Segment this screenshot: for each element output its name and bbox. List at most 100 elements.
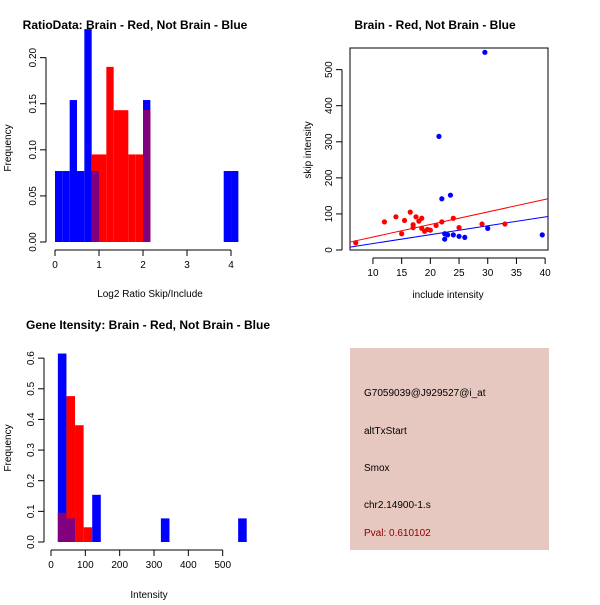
intensity-hist-bar-brain — [66, 396, 76, 542]
scatter-y-tick-label: 300 — [324, 133, 335, 150]
scatter-point-brain — [353, 240, 359, 246]
ratio-hist-bar-notbrain — [55, 171, 63, 242]
scatter-point-brain — [410, 225, 416, 231]
scatter-plot-box — [349, 47, 549, 251]
scatter-point-notbrain — [447, 192, 454, 198]
ratio-hist-x-tick-label: 0 — [52, 260, 58, 271]
intensity-hist-x-tick-label: 500 — [214, 560, 231, 571]
scatter-point-brain — [479, 221, 485, 227]
scatter-point-notbrain — [539, 232, 545, 238]
intensity-hist-y-tick-label: 0.6 — [26, 351, 37, 365]
intensity-histogram-title: Gene Itensity: Brain - Red, Not Brain - … — [26, 318, 270, 332]
gene-name: Smox — [364, 463, 390, 474]
ratio-histogram-xlabel: Log2 Ratio Skip/Include — [97, 289, 203, 300]
ratio-hist-bar-overlap — [143, 110, 151, 242]
info-box: G7059039@J929527@i_at altTxStart Smox ch… — [350, 348, 549, 550]
scatter-point-brain — [413, 214, 419, 220]
scatter-x-tick-label: 10 — [367, 268, 379, 279]
scatter-fit-line-notbrain — [349, 215, 549, 248]
scatter-x-tick-label: 20 — [425, 268, 437, 279]
intensity-hist-bar-brain — [75, 425, 84, 542]
ratio-hist-bar-brain — [99, 154, 107, 242]
event-type: altTxStart — [364, 426, 407, 437]
ratio-hist-bar-brain — [128, 154, 136, 242]
intensity-hist-bar-notbrain — [57, 353, 67, 542]
ratio-hist-y-tick-label: 0.05 — [28, 186, 39, 206]
genomic-location: chr2.14900-1.s — [364, 500, 431, 511]
ratio-hist-bar-notbrain — [69, 100, 78, 242]
scatter-point-brain — [407, 209, 413, 215]
intensity-hist-y-tick-label: 0.2 — [26, 473, 37, 487]
ratio-hist-bar-notbrain — [231, 171, 239, 242]
scatter-xlabel: include intensity — [412, 290, 483, 301]
scatter-point-notbrain — [462, 234, 468, 240]
ratio-hist-y-tick-label: 0.15 — [28, 94, 39, 114]
scatter-point-notbrain — [485, 225, 491, 231]
intensity-hist-x-tick-label: 0 — [48, 560, 54, 571]
ratio-histogram-ylabel: Frequency — [3, 124, 14, 171]
scatter-y-tick-label: 0 — [324, 247, 335, 253]
info-box-background — [350, 348, 549, 550]
scatter-x-tick-label: 15 — [396, 268, 408, 279]
ratio-hist-bar-notbrain — [77, 171, 85, 242]
intensity-hist-x-tick-label: 400 — [180, 560, 197, 571]
scatter-point-brain — [450, 215, 456, 221]
intensity-hist-bar-notbrain — [92, 494, 101, 542]
ratio-hist-x-tick-label: 2 — [140, 260, 146, 271]
ratio-histogram-panel: RatioData: Brain - Red, Not Brain - Blue… — [3, 18, 248, 300]
intensity-hist-y-tick-label: 0.3 — [26, 443, 37, 457]
ratio-hist-bar-brain — [121, 110, 129, 242]
ratio-hist-bar-notbrain — [62, 171, 70, 242]
intensity-hist-x-tick-label: 200 — [111, 560, 128, 571]
intensity-hist-bar-brain — [83, 527, 93, 542]
scatter-point-brain — [399, 231, 405, 237]
intensity-hist-y-tick-label: 0.5 — [26, 381, 37, 395]
ratio-hist-bar-brain — [113, 110, 122, 242]
ratio-hist-x-tick-label: 3 — [184, 260, 190, 271]
ratio-hist-x-tick-label: 1 — [96, 260, 102, 271]
intensity-histogram-bars — [57, 353, 247, 542]
intensity-hist-y-tick-label: 0.0 — [26, 535, 37, 549]
scatter-point-brain — [456, 225, 462, 231]
intensity-hist-bar-overlap — [66, 518, 76, 542]
intensity-histogram-ylabel: Frequency — [3, 424, 14, 471]
scatter-panel: Brain - Red, Not Brain - Blue include in… — [303, 18, 551, 301]
ratio-hist-bar-brain — [106, 66, 114, 242]
scatter-point-notbrain — [444, 232, 451, 238]
intensity-hist-x-tick-label: 100 — [77, 560, 94, 571]
scatter-y-tick-label: 200 — [324, 169, 335, 186]
scatter-title: Brain - Red, Not Brain - Blue — [354, 18, 516, 32]
intensity-hist-y-tick-label: 0.1 — [26, 504, 37, 518]
intensity-histogram-axes: 0 100 200 300 400 500 0.0 0.1 0.2 0.3 0.4 0.5 0.6 — [26, 351, 231, 571]
scatter-point-notbrain — [482, 49, 488, 55]
scatter-point-notbrain — [456, 233, 462, 239]
scatter-x-tick-label: 40 — [540, 268, 552, 279]
scatter-point-brain — [401, 217, 408, 224]
scatter-point-notbrain — [442, 236, 448, 242]
scatter-point-brain — [439, 219, 445, 225]
scatter-y-tick-label: 500 — [324, 61, 335, 78]
scatter-point-brain — [419, 215, 425, 221]
probe-id: G7059039@J929527@i_at — [364, 388, 486, 399]
ratio-histogram-bars — [55, 29, 239, 242]
ratio-hist-x-tick-label: 4 — [228, 260, 234, 271]
ratio-histogram-title: RatioData: Brain - Red, Not Brain - Blue — [23, 18, 248, 32]
scatter-y-tick-label: 400 — [324, 97, 335, 114]
scatter-fit-lines — [349, 198, 549, 248]
ratio-hist-bar-brain — [135, 154, 144, 242]
scatter-fit-line-brain — [349, 198, 549, 243]
ratio-hist-y-tick-label: 0.20 — [28, 47, 39, 67]
scatter-point-brain — [381, 219, 388, 225]
ratio-hist-bar-notbrain — [84, 29, 92, 242]
ratio-hist-y-tick-label: 0.00 — [28, 232, 39, 252]
scatter-ylabel: skip intensity — [303, 121, 314, 178]
scatter-y-tick-label: 100 — [324, 205, 335, 222]
intensity-hist-bar-overlap — [57, 512, 67, 542]
intensity-hist-y-tick-label: 0.4 — [26, 412, 37, 426]
scatter-x-tick-label: 30 — [482, 268, 494, 279]
p-value: Pval: 0.610102 — [364, 528, 431, 539]
scatter-point-brain — [433, 222, 439, 229]
intensity-histogram-panel: Gene Itensity: Brain - Red, Not Brain - … — [3, 318, 270, 601]
